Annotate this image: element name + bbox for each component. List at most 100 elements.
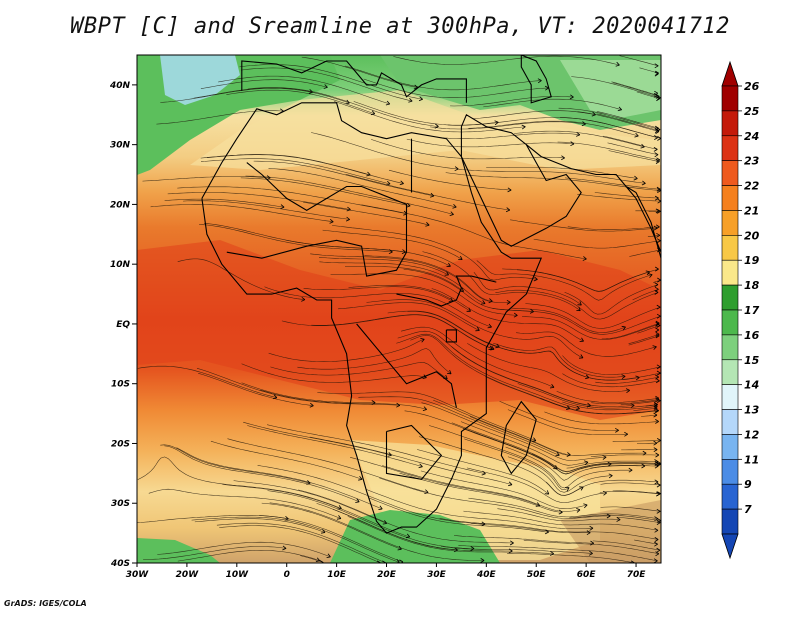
streamline-arrow — [533, 276, 538, 282]
streamline-arrow — [655, 70, 659, 76]
streamline — [268, 339, 425, 362]
streamline — [460, 421, 589, 466]
streamline — [281, 314, 493, 350]
streamline — [589, 372, 661, 381]
streamline-arrow — [315, 557, 321, 562]
streamline — [366, 299, 584, 359]
colorbar-label: 22 — [744, 180, 760, 193]
streamline-arrow — [581, 121, 586, 127]
coastline — [525, 144, 627, 187]
streamline-arrow — [642, 450, 647, 456]
streamline-arrow — [531, 437, 537, 442]
streamline-arrow — [591, 111, 596, 117]
lon-label: 30E — [427, 570, 447, 580]
streamline-arrow — [454, 166, 459, 172]
streamline-arrow — [388, 249, 393, 255]
streamline-arrow — [399, 559, 404, 563]
streamline — [316, 503, 513, 552]
streamline — [418, 436, 584, 496]
streamline — [241, 363, 427, 383]
streamline — [345, 174, 510, 211]
streamline-arrow — [602, 455, 607, 460]
streamline — [463, 428, 661, 475]
streamline-arrow — [544, 85, 549, 91]
streamline-arrow — [576, 131, 581, 137]
colorbar-swatch — [721, 185, 739, 211]
streamline-arrow — [656, 208, 661, 214]
streamline-arrow — [326, 553, 331, 558]
streamline — [466, 467, 607, 503]
streamline-arrow — [641, 180, 646, 186]
streamline — [298, 489, 514, 544]
streamline — [368, 497, 549, 533]
streamline-arrow — [630, 560, 635, 563]
streamline — [259, 515, 403, 563]
lat-label: 30S — [111, 499, 130, 509]
streamline — [497, 508, 621, 522]
streamline — [447, 117, 661, 139]
streamline-arrow — [507, 481, 513, 487]
streamline — [253, 160, 434, 197]
streamline-arrow — [655, 408, 660, 414]
colorbar-label: 11 — [744, 453, 759, 466]
streamline-arrow — [648, 273, 653, 278]
streamline — [590, 465, 659, 469]
streamline-arrow — [653, 440, 658, 446]
streamline-arrow — [655, 327, 660, 333]
streamline — [387, 310, 500, 348]
streamline — [218, 75, 390, 105]
colorbar-label: 12 — [744, 428, 760, 441]
streamline-arrow — [453, 547, 458, 553]
streamline — [157, 541, 331, 558]
streamline-arrow — [654, 290, 659, 295]
streamline — [379, 477, 611, 519]
streamline — [243, 421, 392, 456]
streamline-arrow — [656, 482, 661, 488]
streamline-arrow — [529, 308, 534, 314]
lon-label: 60E — [577, 570, 597, 580]
streamline — [404, 410, 558, 470]
streamline — [445, 172, 661, 191]
streamline — [430, 121, 586, 130]
streamline-arrow — [617, 106, 622, 112]
coastline — [500, 400, 537, 475]
streamline — [167, 192, 351, 210]
colorbar-swatch — [721, 210, 739, 236]
streamline — [347, 516, 554, 554]
lon-label: 30W — [126, 570, 150, 580]
colorbar-swatch — [721, 359, 739, 385]
colorbar-swatch — [721, 309, 739, 336]
colorbar-label: 13 — [744, 404, 760, 417]
streamline-arrow — [566, 405, 571, 410]
streamline — [318, 257, 449, 276]
streamline-arrow — [653, 412, 658, 418]
streamline — [247, 87, 439, 127]
streamline — [353, 101, 499, 126]
streamline — [350, 457, 540, 506]
streamline-arrow — [495, 343, 500, 349]
streamline — [150, 204, 334, 223]
streamline — [142, 176, 271, 182]
streamline-arrow — [654, 537, 659, 542]
streamline-arrow — [385, 100, 391, 106]
streamline-arrow — [458, 255, 463, 260]
streamline — [511, 307, 626, 333]
streamline-arrow — [656, 364, 661, 370]
wbpt-field-background — [137, 55, 661, 563]
streamline — [401, 326, 555, 388]
streamline-arrow — [582, 256, 587, 261]
lon-label: 70E — [627, 570, 647, 580]
streamline-arrow — [371, 400, 376, 406]
colorbar-label: 7 — [744, 503, 752, 516]
streamline-arrow — [490, 345, 495, 351]
streamline — [399, 472, 563, 513]
streamline — [332, 509, 458, 551]
colorbar-label: 18 — [744, 279, 760, 292]
north-pale-region — [190, 90, 661, 170]
streamline-arrow — [448, 297, 454, 302]
lat-label: 40N — [109, 81, 131, 91]
streamline-arrow — [406, 202, 411, 208]
streamline — [599, 490, 660, 495]
colorbar-swatch — [721, 459, 739, 485]
streamline — [406, 138, 575, 148]
